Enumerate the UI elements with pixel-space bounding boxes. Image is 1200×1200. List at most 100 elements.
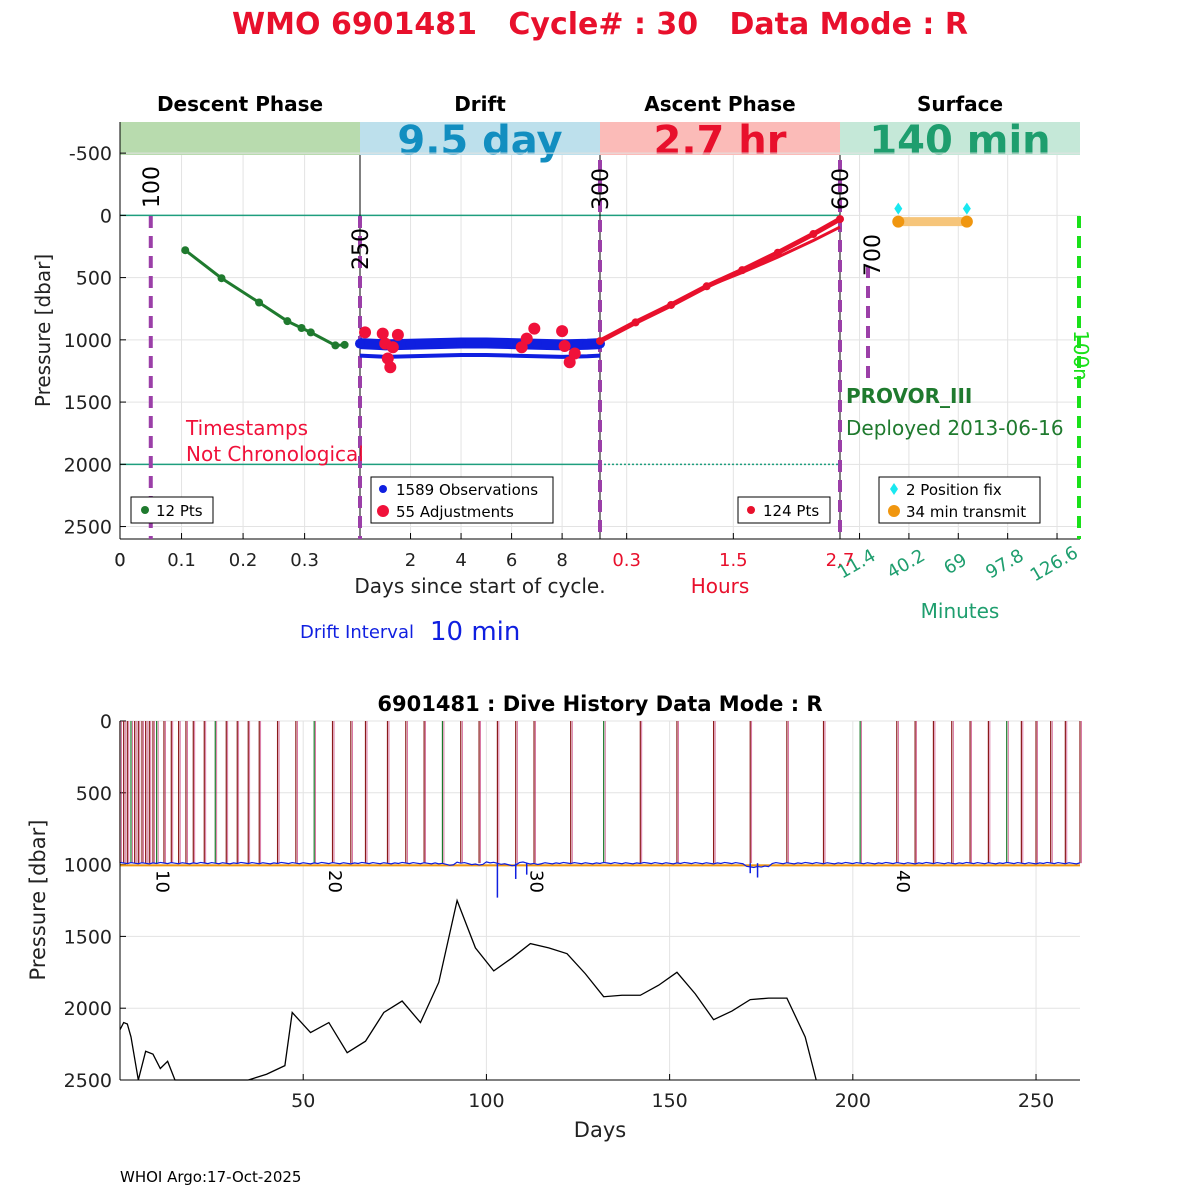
top-xtick-label: 6 [506,550,517,571]
float-type-label: PROVOR_III [846,384,972,408]
drift-adjustment-point [563,356,576,369]
ascent-legend-marker [747,506,755,514]
drift-legend-marker-adj [377,505,389,517]
top-ytick-label: 500 [76,268,112,290]
top-xtick-label: 4 [455,550,466,571]
drift-observation-point [456,337,467,348]
bottom-xtick-label: 100 [468,1090,504,1112]
phase-bar-ascent [600,122,840,155]
drift-legend [370,476,554,524]
top-xtick-label: 69 [940,549,970,579]
descent-series-line [184,249,345,347]
top-xtick-label: 0 [114,550,125,571]
bottom-xlabel: Days [574,1118,626,1142]
drift-adjustment-point [520,332,533,345]
ascent-point [596,337,604,346]
descent-point [331,341,340,350]
drift-adjustment-point [384,361,397,374]
cycle-label: 30 [525,870,546,893]
surface-position-fix [962,202,971,215]
drift-legend-obs: 1589 Observations [396,481,538,499]
footer-stamp: WHOI Argo:17-Oct-2025 [120,1168,301,1186]
marker-label-600: 600 [829,168,854,210]
descent-point [340,340,349,349]
descent-legend-text: 12 Pts [156,502,203,520]
drift-observation-point [531,339,542,350]
marker-label-100: 100 [140,166,165,208]
top-xtick-label: 0 [114,550,125,571]
marker-label-250: 250 [349,228,374,270]
surface-legend-transmit: 34 min transmit [906,503,1026,521]
marker-label-700: 700 [861,234,886,276]
drift-adjustment-point [515,341,528,354]
bottom-ytick-label: 1500 [64,926,112,948]
phase-bar-descent [120,122,360,155]
cycle-label: 10 [152,870,173,893]
descent-point [181,246,190,255]
drift-adjustment-point [568,347,581,360]
drift-pressure-trace [119,861,1081,869]
descent-point [306,328,315,337]
drift-interval-label: Drift Interval [300,622,414,643]
top-xtick-label: 126.6 [1027,542,1082,586]
phase-duration-surface: 140 min [869,118,1050,164]
drift-legend-adj: 55 Adjustments [396,503,514,521]
surface-legend-fix: 2 Position fix [906,481,1002,499]
top-xtick-label: 2.7 [826,550,855,571]
marker-label-300: 300 [589,168,614,210]
deployed-label: Deployed 2013-06-16 [846,416,1064,440]
drift-observation-point [481,337,492,348]
descent-legend-marker [141,506,149,514]
ascent-point [836,215,844,224]
drift-adjustment-point [359,326,372,339]
bottom-ytick-label: 2500 [64,1070,112,1092]
ascent-point [773,248,782,257]
figure-title: WMO 6901481 Cycle# : 30 Data Mode : R [232,7,968,42]
drift-interval-value: 10 min [430,617,520,647]
drift-observation-point [430,338,441,349]
bottom-xtick-label: 50 [291,1090,315,1112]
ascent-legend-text: 124 Pts [763,502,819,520]
phase-duration-ascent: 2.7 hr [654,118,787,164]
ascent-point [738,266,747,275]
phase-duration-drift: 9.5 day [397,118,562,164]
annotation-line-1: Timestamps [185,416,308,440]
drift-adjustment-point [386,341,399,354]
phase-bar-surface [840,122,1080,155]
bathymetry-line [119,898,817,1081]
ascent-xlabel: Hours [691,574,750,598]
descent-point [283,317,292,326]
ascent-point [667,300,676,309]
bottom-ytick-label: 1000 [64,855,112,877]
drift-adjustment-point [391,328,404,341]
top-ytick-label: 2500 [64,517,112,539]
phase-header-ascent: Ascent Phase [644,92,795,116]
surface-transmit-point [892,215,905,228]
surface-legend-marker-transmit [888,505,900,517]
dive-history-title: 6901481 : Dive History Data Mode : R [377,692,822,716]
drift-adjustment-point [558,340,571,353]
annotation-line-2: Not Chronological [186,442,364,466]
top-xtick-label: 1.5 [719,550,748,571]
bottom-xtick-label: 150 [651,1090,687,1112]
ascent-point [631,318,640,327]
phase-header-surface: Surface [917,92,1003,116]
top-xtick-label: 2 [405,550,416,571]
top-xtick-label: 97.8 [982,545,1027,583]
top-ytick-label: 2000 [64,454,112,476]
drift-legend-marker-obs [379,485,387,493]
bottom-ytick-label: 0 [100,711,112,733]
bottom-ytick-label: 2000 [64,998,112,1020]
drift-adjustment-point [376,327,389,340]
drift-observation-point [405,339,416,350]
top-ytick-label: 0 [100,205,112,227]
cycle-label: 40 [892,870,913,893]
drift-observation-point [506,338,517,349]
bottom-xtick-label: 200 [835,1090,871,1112]
top-ytick-label: -500 [69,143,112,165]
descent-point [297,324,306,333]
top-xtick-label: 0.3 [612,550,641,571]
drift-adjustment-point [528,322,541,335]
top-xtick-label: 40.2 [884,545,929,583]
cycle-label: 20 [324,870,345,893]
